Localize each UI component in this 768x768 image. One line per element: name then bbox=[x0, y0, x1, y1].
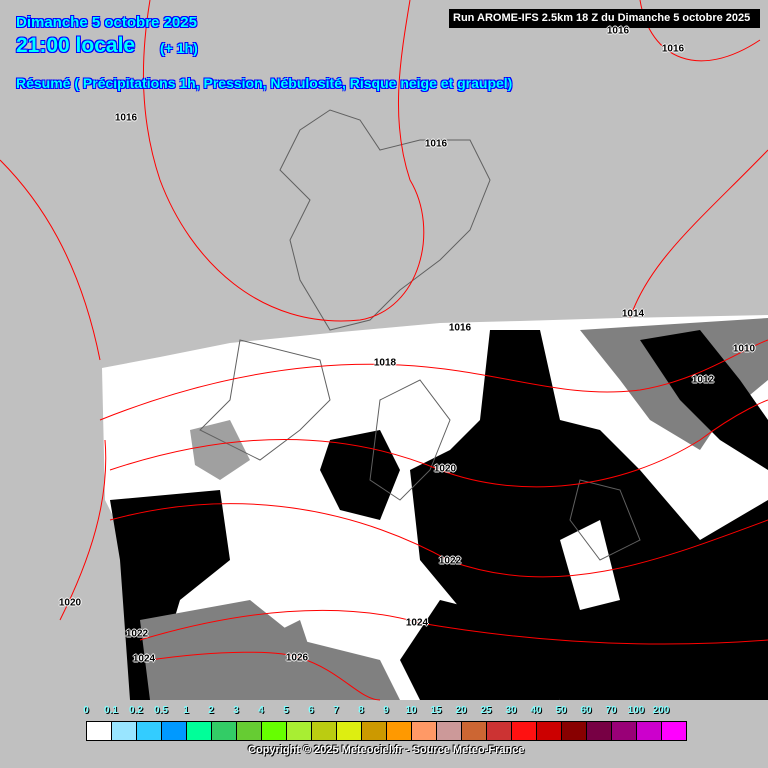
legend-label: 200 bbox=[652, 705, 670, 716]
legend-swatch bbox=[437, 722, 462, 740]
legend-label: 20 bbox=[455, 705, 467, 716]
legend-label: 70 bbox=[605, 705, 617, 716]
model-run-label: Run AROME-IFS 2.5km 18 Z du Dimanche 5 o… bbox=[449, 9, 760, 28]
legend-label: 9 bbox=[383, 705, 389, 716]
isobars bbox=[0, 0, 768, 701]
isobar-label: 1018 bbox=[373, 357, 397, 369]
legend-label: 10 bbox=[405, 705, 417, 716]
legend-swatch bbox=[387, 722, 412, 740]
isobar-label: 1010 bbox=[732, 343, 756, 355]
legend-swatch bbox=[162, 722, 187, 740]
legend-label: 0.2 bbox=[129, 705, 143, 716]
isobar-label: 1016 bbox=[424, 138, 448, 150]
legend-swatch bbox=[512, 722, 537, 740]
legend-label: 8 bbox=[358, 705, 364, 716]
legend-swatch bbox=[637, 722, 662, 740]
legend-swatch bbox=[662, 722, 686, 740]
isobar-label: 1024 bbox=[405, 617, 429, 629]
legend-label: 1 bbox=[183, 705, 189, 716]
isobar-label: 1012 bbox=[691, 374, 715, 386]
legend-swatch bbox=[137, 722, 162, 740]
cloud-cover bbox=[110, 318, 768, 700]
isobar-label: 1016 bbox=[606, 25, 630, 37]
isobar-label: 1016 bbox=[448, 322, 472, 334]
legend-swatch bbox=[612, 722, 637, 740]
legend-swatch bbox=[237, 722, 262, 740]
legend-swatch bbox=[287, 722, 312, 740]
isobar-label: 1014 bbox=[621, 308, 645, 320]
legend-swatch bbox=[412, 722, 437, 740]
copyright: Copyright © 2025 Meteociel.fr - Source M… bbox=[248, 744, 525, 756]
legend-label: 30 bbox=[505, 705, 517, 716]
legend-swatch bbox=[212, 722, 237, 740]
forecast-time: 21:00 locale bbox=[16, 34, 136, 57]
legend-swatch bbox=[362, 722, 387, 740]
legend-label: 0.5 bbox=[154, 705, 168, 716]
map-summary: Résumé ( Précipitations 1h, Pression, Né… bbox=[16, 75, 513, 91]
isobar-label: 1022 bbox=[125, 628, 149, 640]
legend-swatch bbox=[112, 722, 137, 740]
legend-swatch bbox=[537, 722, 562, 740]
legend-label: 3 bbox=[233, 705, 239, 716]
legend-label: 60 bbox=[580, 705, 592, 716]
isobar-label: 1024 bbox=[132, 653, 156, 665]
legend-label: 15 bbox=[430, 705, 442, 716]
legend-label: 2 bbox=[208, 705, 214, 716]
legend-swatch bbox=[487, 722, 512, 740]
legend-swatch bbox=[87, 722, 112, 740]
legend-label: 6 bbox=[308, 705, 314, 716]
isobar-label: 1020 bbox=[58, 597, 82, 609]
legend-label: 0 bbox=[83, 705, 89, 716]
legend-label: 25 bbox=[480, 705, 492, 716]
isobar-label: 1016 bbox=[661, 43, 685, 55]
isobar-label: 1020 bbox=[433, 463, 457, 475]
legend-label: 5 bbox=[283, 705, 289, 716]
coastlines bbox=[199, 109, 641, 561]
legend-swatch bbox=[187, 722, 212, 740]
legend-label: 0.1 bbox=[104, 705, 118, 716]
legend-swatch bbox=[462, 722, 487, 740]
legend-label: 50 bbox=[555, 705, 567, 716]
legend-swatch bbox=[312, 722, 337, 740]
isobar-label: 1026 bbox=[285, 652, 309, 664]
legend-label: 100 bbox=[627, 705, 645, 716]
isobar-label: 1022 bbox=[438, 555, 462, 567]
forecast-date: Dimanche 5 octobre 2025 bbox=[16, 14, 197, 31]
legend-label: 4 bbox=[258, 705, 264, 716]
forecast-offset: (+ 1h) bbox=[160, 40, 198, 56]
legend-swatch bbox=[337, 722, 362, 740]
legend-swatch bbox=[262, 722, 287, 740]
legend-label: 40 bbox=[530, 705, 542, 716]
legend-swatch bbox=[587, 722, 612, 740]
isobar-label: 1016 bbox=[114, 112, 138, 124]
legend-label: 7 bbox=[333, 705, 339, 716]
legend-swatch bbox=[562, 722, 587, 740]
precipitation-legend bbox=[86, 721, 687, 741]
